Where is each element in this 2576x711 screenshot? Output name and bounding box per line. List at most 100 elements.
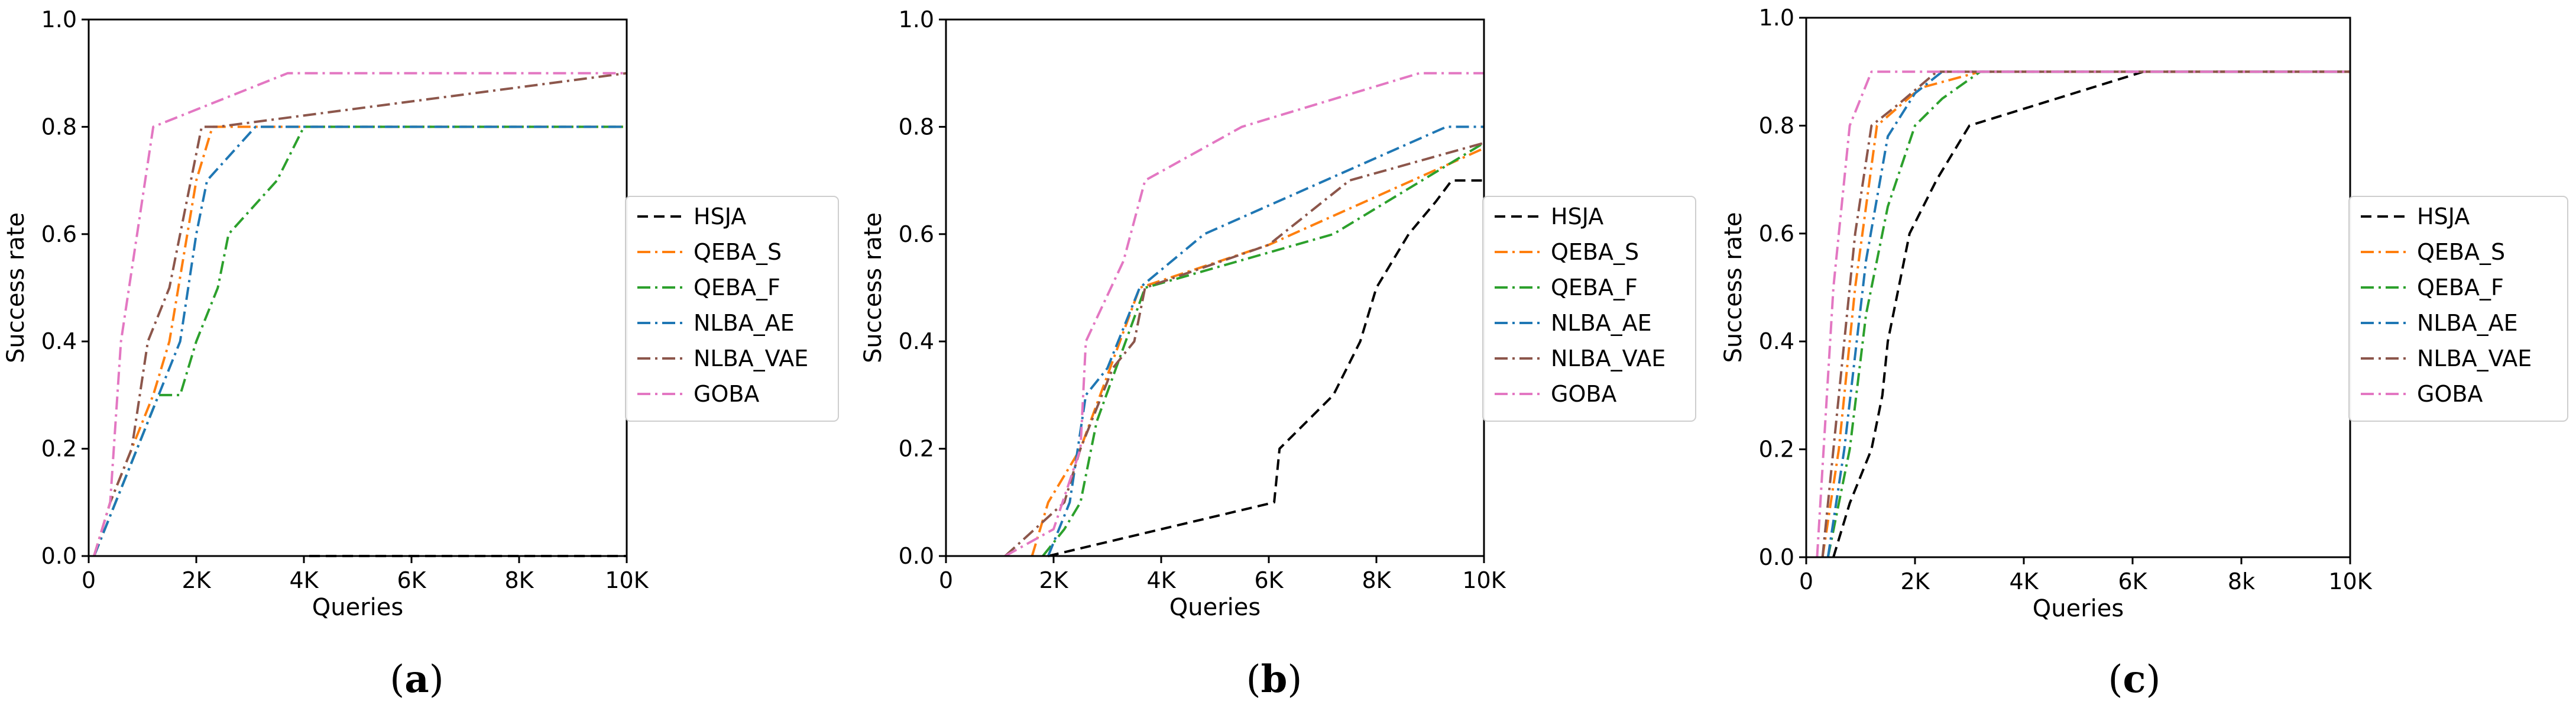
x-tick-label: 0 [82,567,96,593]
legend-label: GOBA [694,381,759,407]
y-tick-label: 0.8 [899,114,934,140]
caption-letter: c [2123,657,2146,702]
chart-panel-c: 0 2K 4K 6K 8k 10K 0.0 0.2 0.4 0.6 0.8 1.0 Queries Suc… [1720,5,2568,702]
legend-entry: QEBA_F [2361,274,2504,300]
legend-entry: GOBA [637,381,759,407]
legend-entry: NLBA_VAE [1495,345,1666,371]
x-axis-label: Queries [312,594,403,621]
x-tick-label: 8K [504,567,534,593]
y-tick-label: 0.8 [41,114,77,140]
series-line-nlba-ae [93,125,627,557]
legend-label: HSJA [694,203,746,230]
legend-entry: NLBA_VAE [2361,345,2532,371]
y-axis-label: Success rate [2,212,30,363]
legend-label: QEBA_S [1551,239,1639,265]
legend: HSJA QEBA_S QEBA_F NLBA_AE NLBA_VAE GOBA [1482,196,1696,422]
series-line-goba [1005,72,1484,557]
x-tick-label: 0 [1799,568,1813,594]
legend-entry: NLBA_AE [637,310,795,336]
caption-letter: b [1261,657,1288,702]
y-tick-label: 0.2 [899,436,934,462]
panel-caption: (b) [1246,657,1302,702]
plot-frame [1805,17,2351,558]
legend: HSJA QEBA_S QEBA_F NLBA_AE NLBA_VAE GOBA [2348,196,2568,422]
legend-label: QEBA_S [694,239,782,265]
x-tick-label: 4K [1146,567,1176,593]
y-tick-label: 1.0 [41,7,77,33]
series-lines [1004,72,1484,557]
legend-entry: GOBA [2361,381,2483,407]
y-tick-label: 0.8 [1759,112,1794,138]
y-tick-label: 1.0 [899,7,934,33]
y-tick-label: 0.2 [41,436,77,462]
y-tick-label: 0.6 [41,221,77,247]
y-tick-label: 0.4 [899,328,934,354]
legend-label: NLBA_VAE [2417,345,2532,371]
series-line-qeba-f [93,125,627,557]
caption-open-paren: ( [390,658,404,702]
series-line-qeba-f [1826,70,2350,558]
legend-box [1482,196,1696,422]
legend-entry: NLBA_VAE [637,345,808,371]
x-axis-label: Queries [1169,594,1261,621]
y-tick-label: 0.4 [1759,328,1794,354]
caption-close-paren: ) [2146,658,2160,702]
x-tick-label: 6K [2118,568,2147,594]
y-tick-label: 0.6 [899,221,934,247]
series-line-nlba-ae [1826,70,2350,558]
chart-panel-b: 0 2K 4K 6K 8K 10K 0.0 0.2 0.4 0.6 0.8 1.0 Queries Suc… [860,7,1696,702]
x-tick-label: 2K [1039,567,1068,593]
series-lines [1816,70,2350,558]
legend-label: QEBA_F [694,274,780,300]
series-line-nlba-vae [1821,70,2350,558]
chart-panel-a: 0 2K 4K 6K 8K 10K 0.0 0.2 0.4 0.6 0.8 1.0 Queries Suc… [2,7,839,702]
legend-label: HSJA [2417,203,2470,230]
series-line-qeba-f [1042,141,1484,557]
legend-entry: HSJA [1495,203,1603,230]
series-line-qeba-s [1031,147,1484,557]
series-line-nlba-vae [93,72,627,557]
series-line-goba [93,72,627,557]
x-tick-label: 8k [2228,568,2255,594]
series-line-goba [1816,70,2350,558]
caption-close-paren: ) [1287,658,1302,702]
caption-letter: a [404,657,429,702]
series-line-hsja [1832,70,2350,558]
legend-label: GOBA [2417,381,2483,407]
x-tick-label: 6K [397,567,426,593]
legend-label: QEBA_F [2417,274,2504,300]
legend-entry: QEBA_S [1495,239,1639,265]
y-tick-label: 0.0 [41,543,77,569]
legend-entry: HSJA [2361,203,2470,230]
x-tick-label: 10K [2328,568,2372,594]
legend-label: GOBA [1551,381,1616,407]
series-lines [93,72,627,557]
legend-entry: QEBA_S [2361,239,2505,265]
legend-entry: QEBA_S [637,239,782,265]
y-tick-label: 0.0 [899,543,934,569]
x-axis-label: Queries [2033,595,2124,622]
legend-label: NLBA_VAE [1551,345,1666,371]
legend: HSJA QEBA_S QEBA_F NLBA_AE NLBA_VAE GOBA [625,196,839,422]
series-line-nlba-vae [1004,141,1484,557]
legend-label: NLBA_AE [694,310,795,336]
y-axis-label: Success rate [860,212,887,363]
x-tick-label: 4K [2009,568,2039,594]
x-tick-label: 10K [605,567,649,593]
x-tick-label: 6K [1254,567,1284,593]
legend-entry: QEBA_F [637,274,780,300]
panel-caption: (a) [390,657,443,702]
legend-label: HSJA [1551,203,1603,230]
caption-close-paren: ) [429,658,444,702]
legend-label: NLBA_VAE [694,345,808,371]
series-line-qeba-s [1821,70,2350,558]
legend-label: QEBA_F [1551,274,1638,300]
legend-box [625,196,839,422]
legend-entry: HSJA [637,203,746,230]
y-tick-label: 0.0 [1759,544,1794,570]
series-line-nlba-ae [1047,125,1484,557]
legend-label: QEBA_S [2417,239,2505,265]
x-tick-label: 4K [289,567,319,593]
panel-caption: (c) [2108,657,2161,702]
